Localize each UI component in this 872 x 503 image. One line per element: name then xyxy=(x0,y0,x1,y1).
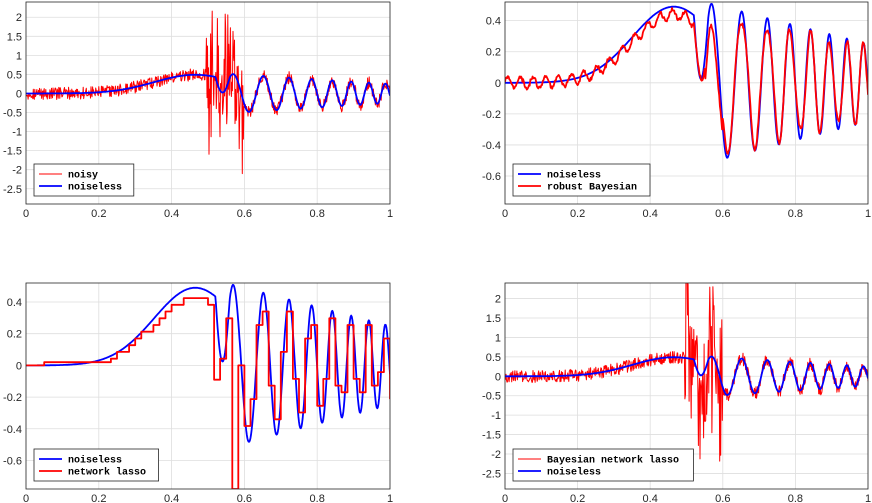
axes-box xyxy=(504,1,869,205)
series-line-noiseless xyxy=(26,73,390,113)
y-tick-label: 0.4 xyxy=(7,297,22,309)
legend-box xyxy=(512,448,694,482)
y-tick-label: 0.2 xyxy=(486,47,501,59)
x-tick-label: 1 xyxy=(387,208,393,220)
x-tick-label: 0.2 xyxy=(91,493,106,503)
x-tick-label: 1 xyxy=(865,208,871,220)
y-tick-label: -0.2 xyxy=(482,109,501,121)
y-tick-label: 1.5 xyxy=(486,313,501,325)
legend-box xyxy=(33,448,159,482)
legend-label: noiseless xyxy=(547,467,601,479)
y-tick-label: -2 xyxy=(491,449,501,461)
x-tick-label: 0 xyxy=(23,493,29,503)
axes-box xyxy=(504,282,869,490)
y-tick-label: -2.5 xyxy=(3,184,22,196)
y-tick-label: 1 xyxy=(16,50,22,62)
y-tick-label: 0.5 xyxy=(486,352,501,364)
chart-panel-3: 0 0.2 0.4 0.6 0.8 1 0.4 0.2 0 -0.2 -0.4 -0.6 noisele… xyxy=(3,282,393,503)
axes-box xyxy=(25,282,391,490)
y-tick-label: -1 xyxy=(12,127,22,139)
x-tick-label: 0.8 xyxy=(788,208,803,220)
series-line-robust-bayesian xyxy=(505,7,868,155)
y-tick-label: -1.5 xyxy=(482,430,501,442)
y-tick-label: -0.6 xyxy=(482,171,501,183)
series-line-network-lasso xyxy=(26,297,390,489)
legend-label: network lasso xyxy=(68,467,146,479)
x-tick-label: 1 xyxy=(865,493,871,503)
legend-label: noiseless xyxy=(68,455,122,467)
y-tick-label: -0.4 xyxy=(482,140,501,152)
y-tick-label: 1 xyxy=(495,332,501,344)
x-tick-label: 0.6 xyxy=(237,208,252,220)
x-tick-label: 0.4 xyxy=(643,208,658,220)
y-tick-label: 0 xyxy=(16,88,22,100)
x-tick-label: 0 xyxy=(23,208,29,220)
x-tick-label: 0.8 xyxy=(788,493,803,503)
x-tick-label: 0.4 xyxy=(164,208,179,220)
x-tick-label: 0.2 xyxy=(570,493,585,503)
y-tick-label: -0.4 xyxy=(3,424,22,436)
chart-panel-1: 0 0.2 0.4 0.6 0.8 1 2 1.5 1 0.5 0 -0.5 -1 -1.5 -2 -2.5 n… xyxy=(3,1,393,220)
axes-box xyxy=(25,1,391,205)
y-tick-label: -0.6 xyxy=(3,455,22,467)
legend-box xyxy=(33,163,135,197)
y-tick-label: 2 xyxy=(16,12,22,24)
x-tick-label: 0.6 xyxy=(237,493,252,503)
x-tick-label: 0.6 xyxy=(715,493,730,503)
legend-label: robust Bayesian xyxy=(547,182,637,194)
y-tick-label: -0.5 xyxy=(482,391,501,403)
x-tick-label: 0.2 xyxy=(91,208,106,220)
x-tick-label: 1 xyxy=(387,493,393,503)
x-tick-label: 0 xyxy=(502,208,508,220)
y-tick-label: 0.4 xyxy=(486,16,501,28)
legend-label: noisy xyxy=(68,170,98,182)
y-tick-label: -0.5 xyxy=(3,108,22,120)
y-tick-label: -1 xyxy=(491,410,501,422)
y-tick-label: 0 xyxy=(495,78,501,90)
y-tick-label: 0 xyxy=(16,360,22,372)
y-tick-label: 1.5 xyxy=(7,31,22,43)
y-tick-label: -1.5 xyxy=(3,146,22,158)
y-tick-label: -2.5 xyxy=(482,468,501,480)
legend-label: Bayesian network lasso xyxy=(547,455,679,467)
legend-label: noiseless xyxy=(68,182,122,194)
chart-panel-2: 0 0.2 0.4 0.6 0.8 1 0.4 0.2 0 -0.2 -0.4 -0.6 noisele… xyxy=(482,1,871,220)
legend-label: noiseless xyxy=(547,170,601,182)
y-tick-label: 2 xyxy=(495,294,501,306)
chart-panel-4: 0 0.2 0.4 0.6 0.8 1 2 1.5 1 0.5 0 -0.5 -1 -1.5 -2 -2.5 B… xyxy=(482,282,871,503)
x-tick-label: 0.8 xyxy=(310,493,325,503)
y-tick-label: 0.2 xyxy=(7,329,22,341)
y-tick-label: -2 xyxy=(12,165,22,177)
x-tick-label: 0.4 xyxy=(164,493,179,503)
legend-box xyxy=(512,163,651,197)
x-tick-label: 0 xyxy=(502,493,508,503)
x-tick-label: 0.4 xyxy=(643,493,658,503)
y-tick-label: 0 xyxy=(495,371,501,383)
y-tick-label: -0.2 xyxy=(3,392,22,404)
series-line-noiseless xyxy=(505,355,868,396)
x-tick-label: 0.8 xyxy=(310,208,325,220)
y-tick-label: 0.5 xyxy=(7,69,22,81)
x-tick-label: 0.6 xyxy=(715,208,730,220)
x-tick-label: 0.2 xyxy=(570,208,585,220)
